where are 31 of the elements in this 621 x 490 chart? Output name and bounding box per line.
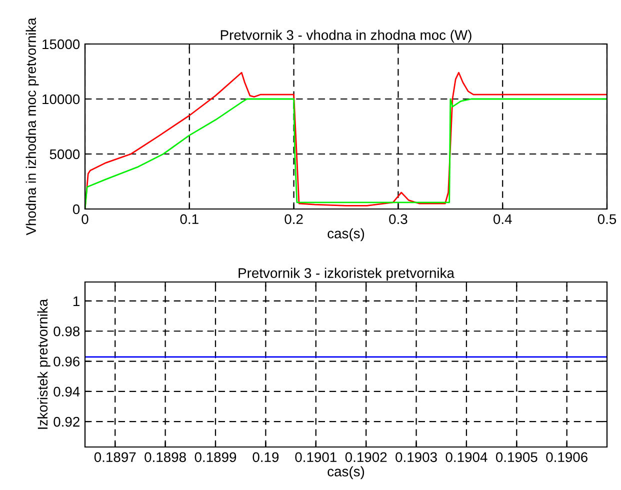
x-tick-label: 0.1 xyxy=(180,214,198,224)
x-tick-label: 0.5 xyxy=(598,214,616,224)
y-axis-title: Izkoristek pretvornika xyxy=(37,298,50,429)
x-tick-label: 0.1904 xyxy=(446,452,488,462)
y-tick-label: 10000 xyxy=(42,94,80,104)
y-tick-label: 0.98 xyxy=(54,326,80,336)
y-tick-label: 0 xyxy=(72,204,80,214)
x-tick-label: 0.4 xyxy=(493,214,512,224)
x-tick-label: 0.1906 xyxy=(546,452,588,462)
x-tick-label: 0.19 xyxy=(252,452,279,462)
x-tick-label: 0.1901 xyxy=(295,452,336,462)
x-tick-label: 0.1898 xyxy=(144,452,186,462)
chart-title: Pretvornik 3 - vhodna in zhodna moc (W) xyxy=(220,30,472,43)
x-tick-label: 0.1902 xyxy=(345,452,387,462)
x-tick-label: 0 xyxy=(82,214,88,224)
chart-title: Pretvornik 3 - izkoristek pretvornika xyxy=(238,268,454,281)
y-tick-label: 15000 xyxy=(42,39,80,50)
x-axis-title: cas(s) xyxy=(328,466,364,480)
y-tick-label: 5000 xyxy=(50,149,80,160)
y-tick-label: 0.92 xyxy=(54,416,80,427)
x-tick-label: 0.3 xyxy=(389,214,408,224)
x-tick-label: 0.1897 xyxy=(94,452,136,462)
x-axis-title: cas(s) xyxy=(328,228,364,242)
x-tick-label: 0.2 xyxy=(284,214,303,224)
x-tick-label: 0.1903 xyxy=(396,452,437,462)
x-tick-label: 0.1905 xyxy=(496,452,538,462)
x-tick-label: 0.1899 xyxy=(194,452,236,462)
y-tick-label: 1 xyxy=(73,296,80,306)
y-tick-label: 0.94 xyxy=(54,386,80,397)
y-tick-label: 0.96 xyxy=(54,356,80,366)
y-axis-title: Vhodna in izhodna moc pretvornika xyxy=(26,18,39,236)
